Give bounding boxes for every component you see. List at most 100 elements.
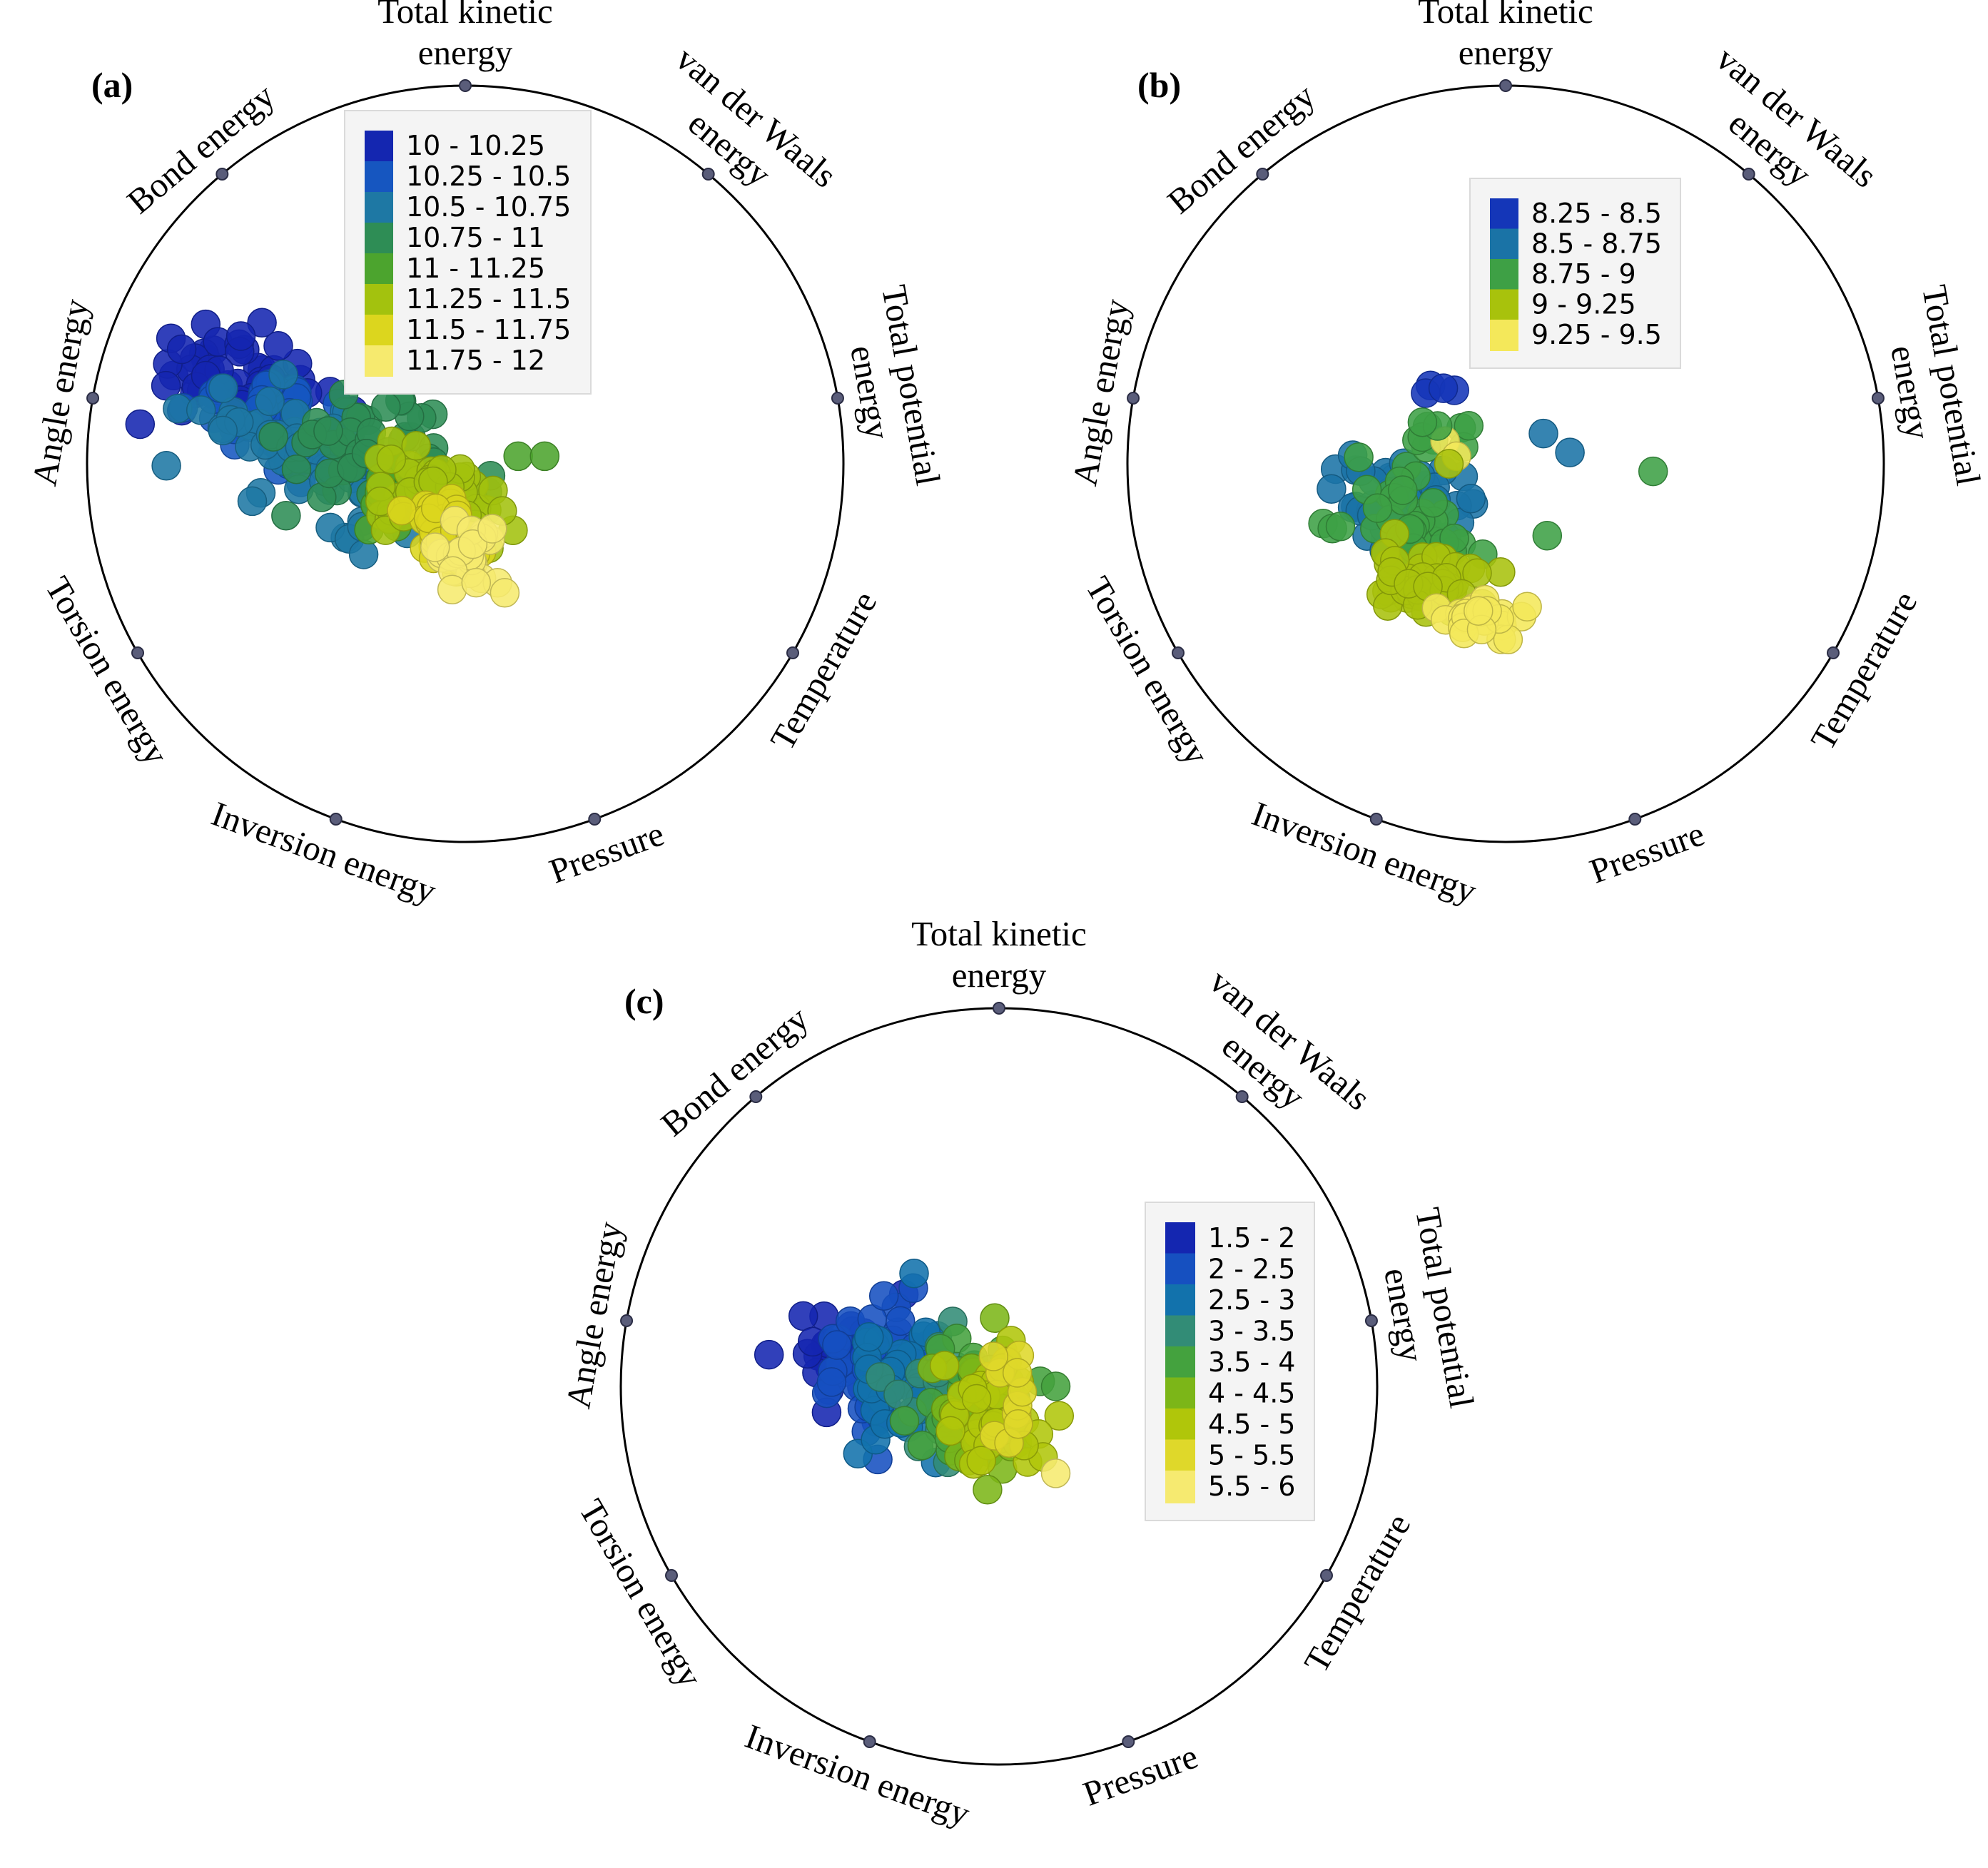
panel-a-point [125,409,156,440]
panel-a-legend-label: 11.5 - 11.75 [406,314,571,345]
panel-b-anchor-dot-temperature [1826,646,1840,659]
panel-b-point [1428,373,1459,403]
panel-b-points [1308,370,1668,655]
panel-c-legend-label: 2.5 - 3 [1208,1284,1295,1316]
panel-a-legend-swatch [365,161,393,193]
panel-c-legend-swatch [1165,1471,1195,1503]
panel-a-point [313,416,343,446]
panel-b-point [1464,596,1493,626]
panel-a-point [268,360,298,390]
panel-a-point [271,500,301,531]
panel-b-point [1454,410,1484,441]
panel-c-letter: (c) [624,981,664,1021]
panel-a-point [166,334,197,365]
panel-b-point [1407,407,1438,437]
panel-b-letter: (b) [1137,65,1181,105]
panel-b-anchor-dot-pressure [1628,813,1642,826]
panel-b-anchor-dot-bond-energy [1256,167,1269,181]
panel-a-point [263,331,293,361]
panel-a-legend-swatch [365,253,393,285]
panel-a-legend-label: 11.25 - 11.5 [406,283,571,315]
panel-b-point [1638,456,1668,487]
panel-a-point [247,308,277,338]
panel-c-anchor-label-total-kinetic-energy: Total kinetic energy [911,914,1087,995]
panel-c-point [854,1322,884,1352]
panel-b-legend-swatch [1490,259,1518,290]
panel-c-anchor-dot-angle-energy [620,1314,634,1327]
panel-c-point [973,1475,1003,1505]
panel-c-points [754,1258,1075,1505]
panel-a-point [376,444,407,474]
panel-c-legend-label: 4 - 4.5 [1208,1378,1295,1409]
panel-b-point [1362,493,1393,523]
panel-a-point [420,532,450,562]
panel-c-anchor-dot-bond-energy [749,1090,763,1103]
panel-a-point [348,539,379,569]
panel-b-legend: 8.25 - 8.58.5 - 8.758.75 - 99 - 9.259.25… [1469,178,1681,369]
panel-a-legend-swatch [365,315,393,346]
panel-c-legend-label: 5 - 5.5 [1208,1440,1295,1471]
panel-b-point [1388,475,1418,505]
panel-a-legend-swatch [365,345,393,377]
panel-c-point [889,1406,920,1436]
panel-a-anchor-dot-angle-energy [86,391,100,405]
panel-b-legend-swatch [1490,320,1518,351]
panel-b-anchor-dot-inversion-energy [1369,813,1383,826]
panel-a-points [125,308,560,608]
panel-c-legend-swatch [1165,1284,1195,1317]
panel-a-point [529,441,560,472]
panel-c-point [899,1258,929,1289]
panel-a-legend-label: 11.75 - 12 [406,345,545,376]
panel-c-point [816,1367,847,1397]
panel-c-anchor-dot-total-potential-energy [1364,1314,1378,1327]
panel-b-point [1344,442,1374,472]
panel-c-anchor-dot-inversion-energy [863,1735,876,1749]
panel-a-anchor-dot-torsion-energy [131,646,145,659]
panel-c-legend: 1.5 - 22 - 2.52.5 - 33 - 3.53.5 - 44 - 4… [1145,1202,1315,1521]
panel-b-point [1512,592,1542,622]
panel-b-point [1528,418,1558,449]
panel-b-point [1418,488,1449,518]
panel-c-point [822,1330,852,1360]
panel-a-point [461,567,492,598]
panel-a-point [208,415,238,446]
panel-a-legend-swatch [365,192,393,223]
panel-c-anchor-dot-van-der-waals-energy [1235,1090,1249,1103]
panel-c-anchor-dot-total-kinetic-energy [993,1002,1005,1015]
panel-c-legend-label: 3.5 - 4 [1208,1346,1295,1378]
panel-b-legend-swatch [1490,198,1518,230]
panel-a-point [237,486,268,517]
panel-a-point [371,392,401,422]
panel-a-point [490,578,520,608]
panel-c-point [868,1281,899,1311]
panel-b-point [1317,474,1347,504]
panel-a-point [457,529,488,559]
panel-b-legend-swatch [1490,289,1518,321]
panel-a-point [387,495,417,526]
panel-b-anchor-dot-van-der-waals-energy [1742,167,1755,181]
panel-a-point [281,454,312,484]
panel-c-anchor-dot-pressure [1122,1735,1135,1749]
panel-c-legend-label: 4.5 - 5 [1208,1408,1295,1440]
panel-c-point [929,1351,960,1381]
panel-a-point [186,395,216,425]
panel-a-anchor-dot-temperature [786,646,799,659]
panel-a-point [258,422,288,452]
panel-a-point [151,451,181,481]
panel-a-point [255,386,285,417]
panel-c-point [1003,1409,1033,1439]
panel-c-anchor-dot-temperature [1319,1569,1333,1582]
panel-c-point [865,1362,896,1392]
panel-a-anchor-label-total-kinetic-energy: Total kinetic energy [377,0,553,72]
panel-c-legend-swatch [1165,1253,1195,1286]
panel-a-point [503,441,533,472]
panel-a-legend-label: 10.25 - 10.5 [406,161,571,192]
panel-b-legend-label: 8.25 - 8.5 [1531,198,1662,229]
panel-a-legend-swatch [365,223,393,254]
panel-a-anchor-dot-bond-energy [215,167,229,181]
panel-a-legend-label: 11 - 11.25 [406,253,545,284]
panel-a-anchor-dot-van-der-waals-energy [701,167,715,181]
panel-a-anchor-dot-pressure [588,813,602,826]
